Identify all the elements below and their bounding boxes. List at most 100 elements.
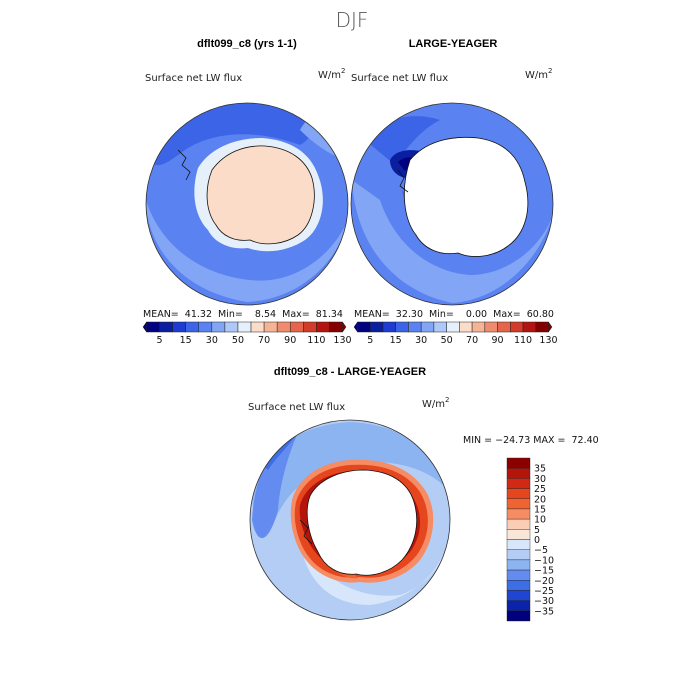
colorbar-swatch [506, 478, 531, 489]
colorbar-swatch [471, 321, 486, 333]
colorbar-swatch [506, 600, 531, 612]
panel-diff-subtitle: Surface net LW flux [248, 402, 345, 413]
colorbar-swatch [146, 321, 160, 333]
colorbar-swatch [408, 321, 422, 333]
colorbar-tick-label: 90 [492, 335, 504, 346]
colorbar-swatch [289, 321, 304, 333]
panel-model-colorbar: 5 15 30 50 70 90 110 130 [142, 321, 352, 346]
colorbar-tick-label: 20 [534, 494, 546, 505]
colorbar-swatch [506, 457, 531, 469]
colorbar-swatch [185, 321, 200, 333]
colorbar-tick-label: 130 [539, 335, 557, 346]
colorbar-tick-label: 5 [157, 335, 163, 346]
colorbar-tick-label: 130 [333, 335, 351, 346]
colorbar-tick-label: −35 [534, 606, 554, 617]
colorbar-tick-label: −10 [534, 555, 554, 566]
colorbar-tick-label: 50 [441, 335, 453, 346]
colorbar-tick-label: 15 [534, 504, 546, 515]
colorbar-tick-label: −30 [534, 596, 554, 607]
colorbar-swatch [506, 539, 531, 550]
colorbar-tick-label: 30 [415, 335, 427, 346]
colorbar-tick-label: 35 [534, 464, 546, 475]
colorbar-swatch [510, 321, 524, 333]
colorbar-tick-label: 25 [534, 484, 546, 495]
panel-obs-units: W/m2 [525, 67, 552, 81]
colorbar-swatch [506, 529, 531, 540]
colorbar-swatch [506, 580, 531, 591]
colorbar-tick-label: 30 [534, 474, 546, 485]
colorbar-tick-label: −25 [534, 586, 554, 597]
colorbar-swatch [172, 321, 186, 333]
colorbar-tick-label: −15 [534, 566, 554, 577]
panel-obs-map [351, 103, 553, 305]
figure-title: DJF [336, 8, 369, 32]
colorbar-swatch [224, 321, 239, 333]
colorbar-swatch [211, 321, 226, 333]
panel-model-title: dflt099_c8 (yrs 1-1) [197, 38, 297, 50]
colorbar-swatch [506, 590, 531, 601]
panel-obs-subtitle: Surface net LW flux [351, 73, 448, 84]
colorbar-swatch [506, 518, 531, 530]
colorbar-swatch [357, 321, 371, 333]
panel-model-units: W/m2 [318, 67, 345, 81]
colorbar-swatch [506, 559, 531, 571]
panel-diff-map [250, 420, 450, 620]
colorbar-swatch [506, 498, 531, 510]
colorbar-swatch [329, 321, 343, 333]
colorbar-swatch [506, 467, 531, 479]
panel-model-stats: MEAN= 41.32 Min= 8.54 Max= 81.34 [143, 309, 343, 320]
colorbar-tick-label: 110 [307, 335, 325, 346]
colorbar-swatch [433, 321, 447, 333]
colorbar-swatch [303, 321, 317, 333]
panel-diff-units: W/m2 [422, 396, 449, 410]
colorbar-tick-label: 30 [206, 335, 218, 346]
colorbar-tick-label: 70 [258, 335, 270, 346]
colorbar-tick-label: 10 [534, 515, 546, 526]
colorbar-tick-label: 15 [180, 335, 192, 346]
colorbar-swatch [316, 321, 330, 333]
colorbar-swatch [506, 508, 531, 520]
colorbar-swatch [198, 321, 213, 333]
panel-diff: dflt099_c8 - LARGE-YEAGER Surface net LW… [248, 366, 599, 622]
panel-obs: LARGE-YEAGER Surface net LW flux W/m2 ME… [350, 38, 558, 346]
colorbar-tick-label: 110 [514, 335, 532, 346]
colorbar-swatch [506, 488, 531, 499]
colorbar-swatch [535, 321, 549, 333]
colorbar-swatch [382, 321, 396, 333]
colorbar-swatch [369, 321, 384, 333]
colorbar-swatch [459, 321, 473, 333]
colorbar-swatch [497, 321, 511, 333]
colorbar-tick-label: 50 [232, 335, 244, 346]
colorbar-swatch [276, 321, 291, 333]
colorbar-tick-label: 15 [390, 335, 402, 346]
colorbar-tick-label: 90 [284, 335, 296, 346]
colorbar-tick-label: 70 [466, 335, 478, 346]
colorbar-tick-label: 5 [534, 525, 540, 536]
colorbar-swatch [395, 321, 409, 333]
colorbar-swatch [506, 610, 531, 622]
colorbar-cap-high [548, 321, 553, 333]
colorbar-swatch [522, 321, 537, 333]
colorbar-tick-label: 5 [367, 335, 373, 346]
colorbar-swatch [159, 321, 173, 333]
panel-model-subtitle: Surface net LW flux [145, 73, 242, 84]
panel-diff-title: dflt099_c8 - LARGE-YEAGER [274, 366, 426, 378]
colorbar-tick-label: −20 [534, 576, 554, 587]
colorbar-tick-label: −5 [534, 545, 548, 556]
colorbar-swatch [484, 321, 498, 333]
colorbar-swatch [250, 321, 265, 333]
colorbar-swatch [263, 321, 278, 333]
colorbar-swatch [506, 569, 531, 581]
colorbar-swatch [237, 321, 252, 333]
colorbar-tick-label: 0 [534, 535, 540, 546]
panel-obs-title: LARGE-YEAGER [409, 38, 498, 50]
panel-obs-colorbar: 5 15 30 50 70 90 110 130 [353, 321, 558, 346]
colorbar-cap-low [353, 321, 358, 333]
colorbar-swatch [420, 321, 435, 333]
panel-model-map [146, 103, 348, 305]
colorbar-swatch [506, 549, 531, 561]
colorbar-cap-low [142, 321, 147, 333]
panel-obs-stats: MEAN= 32.30 Min= 0.00 Max= 60.80 [354, 309, 554, 320]
